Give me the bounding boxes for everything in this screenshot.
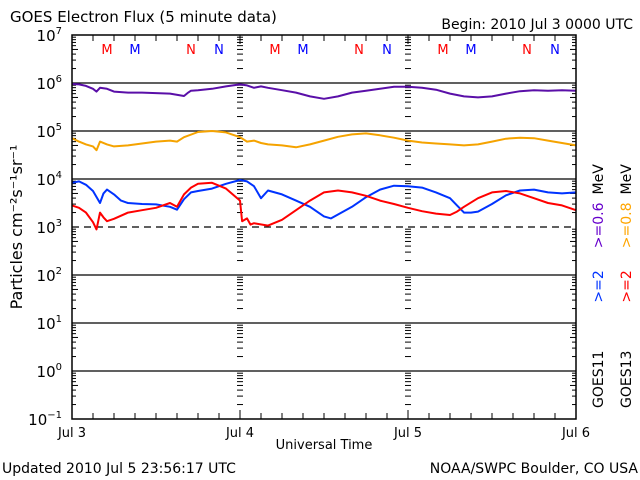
credit-label: NOAA/SWPC Boulder, CO USA bbox=[430, 461, 639, 477]
y-tick-label: 107 bbox=[37, 26, 62, 45]
y-tick-label: 102 bbox=[37, 266, 62, 285]
x-tick-label: Jul 5 bbox=[393, 426, 422, 441]
y-tick-label: 10−1 bbox=[28, 410, 62, 429]
y-tick-label: 105 bbox=[37, 122, 62, 141]
begin-label: Begin: 2010 Jul 3 0000 UTC bbox=[441, 17, 633, 33]
series-line-goes11-2-mev bbox=[71, 179, 577, 220]
y-tick-labels: 107 106 105 104 103 102 101 100 10−1 bbox=[28, 26, 62, 429]
y-tick-label: 100 bbox=[37, 362, 62, 381]
x-tick-labels: Jul 3 Jul 4 Jul 5 Jul 6 bbox=[57, 426, 590, 441]
mn-marker: N bbox=[214, 43, 224, 58]
y-axis-label: Particles cm⁻²s⁻¹sr⁻¹ bbox=[7, 145, 26, 310]
series-group bbox=[71, 83, 577, 231]
legend-entry: GOES11>=2>=0.6MeV bbox=[591, 164, 607, 408]
mn-marker: N bbox=[354, 43, 364, 58]
plot-frame bbox=[71, 34, 577, 420]
mn-marker: M bbox=[297, 43, 308, 58]
mn-marker: N bbox=[522, 43, 532, 58]
mn-marker: M bbox=[129, 43, 140, 58]
mn-marker: N bbox=[186, 43, 196, 58]
mn-marker: N bbox=[550, 43, 560, 58]
x-tick-label: Jul 4 bbox=[225, 426, 254, 441]
x-tick-label: Jul 6 bbox=[561, 426, 590, 441]
mn-marker: M bbox=[437, 43, 448, 58]
series-line-goes13-2-mev bbox=[71, 181, 577, 231]
legend-column: GOES13>=2>=0.8MeV bbox=[619, 164, 635, 408]
y-tick-label: 106 bbox=[37, 74, 62, 93]
series-line-goes13-0-8-mev bbox=[71, 130, 577, 152]
x-tick-label: Jul 3 bbox=[57, 426, 86, 441]
updated-timestamp: Updated 2010 Jul 5 23:56:17 UTC bbox=[2, 461, 236, 477]
mn-marker: M bbox=[269, 43, 280, 58]
legend: GOES11>=2>=0.6MeV GOES13>=2>=0.8MeV bbox=[591, 164, 635, 408]
y-tick-label: 104 bbox=[37, 170, 62, 189]
mn-marker: M bbox=[101, 43, 112, 58]
chart-title: GOES Electron Flux (5 minute data) bbox=[10, 8, 277, 26]
series-line-goes11-0-6-mev bbox=[71, 83, 577, 100]
y-tick-label: 103 bbox=[37, 218, 62, 237]
legend-column: GOES11>=2>=0.6MeV bbox=[591, 164, 607, 408]
mn-marker: N bbox=[382, 43, 392, 58]
mn-marker: M bbox=[465, 43, 476, 58]
x-axis-label: Universal Time bbox=[276, 438, 373, 453]
legend-entry: GOES13>=2>=0.8MeV bbox=[619, 164, 635, 408]
grid-lines bbox=[72, 82, 576, 372]
y-tick-label: 101 bbox=[37, 314, 62, 333]
